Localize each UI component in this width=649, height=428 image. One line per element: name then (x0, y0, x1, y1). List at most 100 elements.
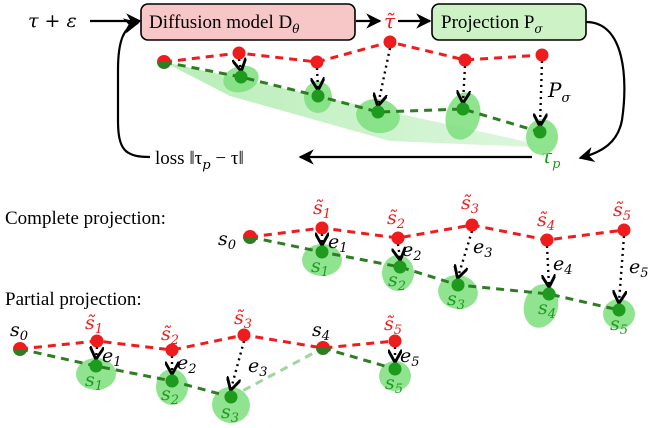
complete-start-label: s0 (218, 228, 236, 253)
uncertainty-ellipse (445, 92, 481, 140)
noisy-node (310, 55, 324, 69)
projection-arrow (378, 47, 392, 105)
projected-trajectory-line (163, 60, 541, 134)
projection-arrow (619, 235, 624, 302)
error-label: e5 (629, 256, 649, 281)
diffusion-model-sub: θ (292, 22, 300, 36)
projected-node (542, 287, 556, 301)
p-sigma-label: Pσ (547, 78, 571, 106)
error-label: e3 (473, 236, 493, 261)
partial-projection-section: Partial projection: s0 s4 s̃1 s̃2 s̃3 s̃5 s1… (5, 289, 420, 426)
noisy-node (617, 223, 631, 237)
noisy-state-label: s̃4 (537, 209, 555, 234)
projected-node (451, 278, 465, 292)
noisy-trajectory-line (19, 333, 396, 352)
arrow-projection-to-taup (578, 20, 626, 162)
partial-start-label: s0 (10, 319, 28, 344)
input-noise-label: τ + ε (28, 10, 77, 32)
projected-node (315, 245, 329, 259)
projected-node (456, 102, 470, 116)
projected-node (388, 362, 402, 376)
projected-state-label: s1 (85, 369, 103, 394)
projected-node (224, 390, 238, 404)
projected-state-label: s2 (161, 383, 179, 408)
projected-state-label: s3 (221, 401, 239, 426)
projection-arrow (239, 59, 241, 70)
svg-text:Diffusion model Dθ: Diffusion model Dθ (149, 12, 300, 36)
error-label: e3 (248, 355, 268, 380)
noisy-state-label: s̃3 (234, 307, 252, 332)
projected-node (165, 374, 179, 388)
error-label: e1 (328, 231, 348, 256)
projection-arrow (231, 340, 246, 389)
start-node (157, 55, 171, 69)
error-label: e4 (553, 253, 573, 278)
noisy-state-label: s̃5 (613, 199, 631, 224)
noisy-trajectory-line (249, 223, 625, 242)
start-node (243, 230, 257, 244)
projected-node (311, 89, 325, 103)
projected-trajectory-line (249, 235, 620, 312)
diffusion-model-label: Diffusion model D (149, 12, 292, 33)
top-trajectory-graph (157, 35, 558, 155)
projection-label: Projection P (441, 12, 534, 33)
projection-arrow (540, 60, 542, 125)
projected-state-label: s4 (538, 297, 556, 322)
projection-arrow (463, 65, 465, 102)
partial-mid-label: s4 (312, 319, 330, 344)
projected-state-label: s5 (385, 372, 403, 397)
projection-box: Projection Pσ (431, 3, 587, 41)
projected-node (89, 359, 103, 373)
noisy-node (315, 221, 329, 235)
projected-trajectory-line (322, 346, 396, 371)
noisy-node (383, 35, 397, 49)
tilde-tau-label: τ̃ (384, 9, 396, 33)
anchor-node (316, 341, 330, 355)
noisy-node (388, 334, 402, 348)
noisy-node (90, 334, 104, 348)
noisy-node (237, 328, 251, 342)
projected-node (234, 70, 248, 84)
projected-node (371, 105, 385, 119)
projected-state-label: s2 (388, 269, 406, 294)
projection-arrow (96, 347, 97, 358)
noisy-node (535, 48, 549, 62)
complete-trajectory-graph: s̃1 s̃2 s̃3 s̃4 s̃5 s1 s2 s3 s4 s5 e1 e2 e3 e4 e5 (243, 192, 649, 338)
projection-arrow (458, 230, 474, 277)
uncertainty-ellipse (212, 386, 250, 424)
start-node (13, 342, 27, 356)
loss-label: loss ‖τp − τ‖ (155, 148, 244, 173)
noisy-node (165, 343, 179, 357)
projected-node (612, 303, 626, 317)
arrow-loss-to-input (116, 18, 151, 159)
projected-trajectory-line (19, 347, 232, 399)
noisy-state-label: s̃2 (387, 207, 405, 232)
noisy-state-label: s̃3 (461, 192, 479, 217)
error-label: e2 (402, 239, 422, 264)
error-label: e1 (102, 345, 122, 370)
noisy-state-label: s̃1 (313, 197, 331, 222)
noisy-state-label: s̃2 (161, 323, 179, 348)
noisy-node (465, 218, 479, 232)
noisy-state-label: s̃5 (384, 313, 402, 338)
noisy-node (232, 46, 246, 60)
projection-arrow (547, 245, 549, 286)
noisy-state-label: s̃1 (85, 312, 103, 337)
uncertainty-ellipse (302, 244, 342, 276)
noisy-trajectory-line (163, 40, 543, 64)
uncertainty-ellipse (76, 358, 116, 390)
projection-arrow (398, 243, 400, 259)
error-label: e2 (177, 352, 197, 377)
complete-projection-heading: Complete projection: (5, 208, 166, 229)
partial-trajectory-graph: s̃1 s̃2 s̃3 s̃5 s1 s2 s3 s5 e1 e2 e3 e5 (13, 307, 420, 426)
partial-projection-heading: Partial projection: (5, 289, 142, 310)
projected-node (533, 125, 547, 139)
noisy-node (540, 233, 554, 247)
noisy-node (458, 53, 472, 67)
projected-node (393, 260, 407, 274)
projected-state-label: s5 (610, 313, 628, 338)
diffusion-model-box: Diffusion model Dθ (140, 3, 356, 41)
complete-projection-section: Complete projection: s0 s̃1 s̃2 s̃3 s̃4 s̃5 s… (5, 192, 649, 338)
uncertainty-ellipse (379, 361, 411, 391)
